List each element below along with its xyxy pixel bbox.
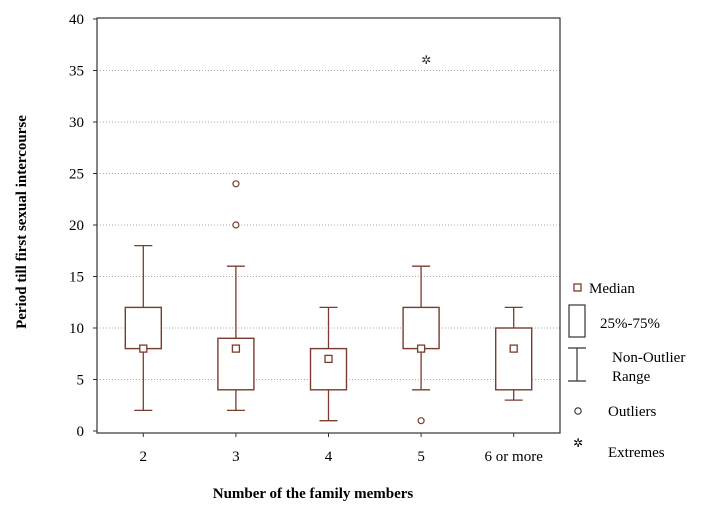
extreme-point: ✲ (421, 53, 431, 67)
box-group (124, 244, 163, 412)
legend-outlier-symbol (574, 407, 582, 415)
box-group: ✲ (402, 53, 440, 425)
x-tick-label: 4 (325, 449, 333, 465)
legend-range-symbol (568, 347, 586, 382)
y-tick-label: 30 (69, 115, 84, 131)
median-marker (139, 344, 148, 353)
y-tick-label: 35 (69, 64, 84, 80)
legend-median-symbol (573, 283, 582, 292)
x-axis-label: Number of the family members (213, 486, 414, 502)
x-tick-label: 3 (232, 449, 240, 465)
legend-median-label: Median (589, 281, 635, 297)
iqr-box (124, 306, 163, 350)
x-tick-label: 2 (140, 449, 148, 465)
iqr-box (402, 306, 440, 350)
iqr-box (495, 327, 533, 391)
median-marker (509, 344, 518, 353)
legend-box-symbol (568, 304, 586, 338)
box-group (309, 306, 348, 422)
y-tick-label: 5 (77, 373, 85, 389)
y-tick-label: 40 (69, 12, 84, 28)
y-tick-label: 20 (69, 218, 84, 234)
legend-range-label-line2: Range (612, 369, 651, 385)
y-tick-label: 0 (77, 424, 85, 440)
axes (93, 17, 561, 437)
y-axis-label: Period till first sexual intercourse (14, 115, 30, 329)
median-marker (416, 344, 426, 353)
box-group (495, 306, 533, 401)
legend-extreme-symbol: ✲ (573, 436, 583, 450)
legend-extremes-label: Extremes (608, 445, 665, 461)
outlier-point (417, 417, 425, 425)
outlier-point (232, 180, 240, 188)
legend-outliers-label: Outliers (608, 404, 656, 420)
median-marker (231, 344, 241, 353)
x-tick-label: 6 or more (485, 449, 544, 465)
legend: Median 25%-75% Non-Outlier Range Outlier… (568, 281, 685, 461)
y-tick-label: 15 (69, 270, 84, 286)
y-tick-label: 25 (69, 167, 84, 183)
x-tick-label: 5 (417, 449, 425, 465)
legend-box-label: 25%-75% (600, 316, 660, 332)
outlier-point (232, 221, 240, 229)
y-tick-label: 10 (69, 321, 84, 337)
median-marker (324, 354, 333, 364)
boxes: ✲ (124, 53, 533, 425)
legend-range-label-line1: Non-Outlier (612, 350, 685, 366)
box-group (217, 180, 255, 412)
tick-labels: 0 5 10 15 20 25 30 35 40 2 3 4 5 6 or more (69, 12, 543, 465)
